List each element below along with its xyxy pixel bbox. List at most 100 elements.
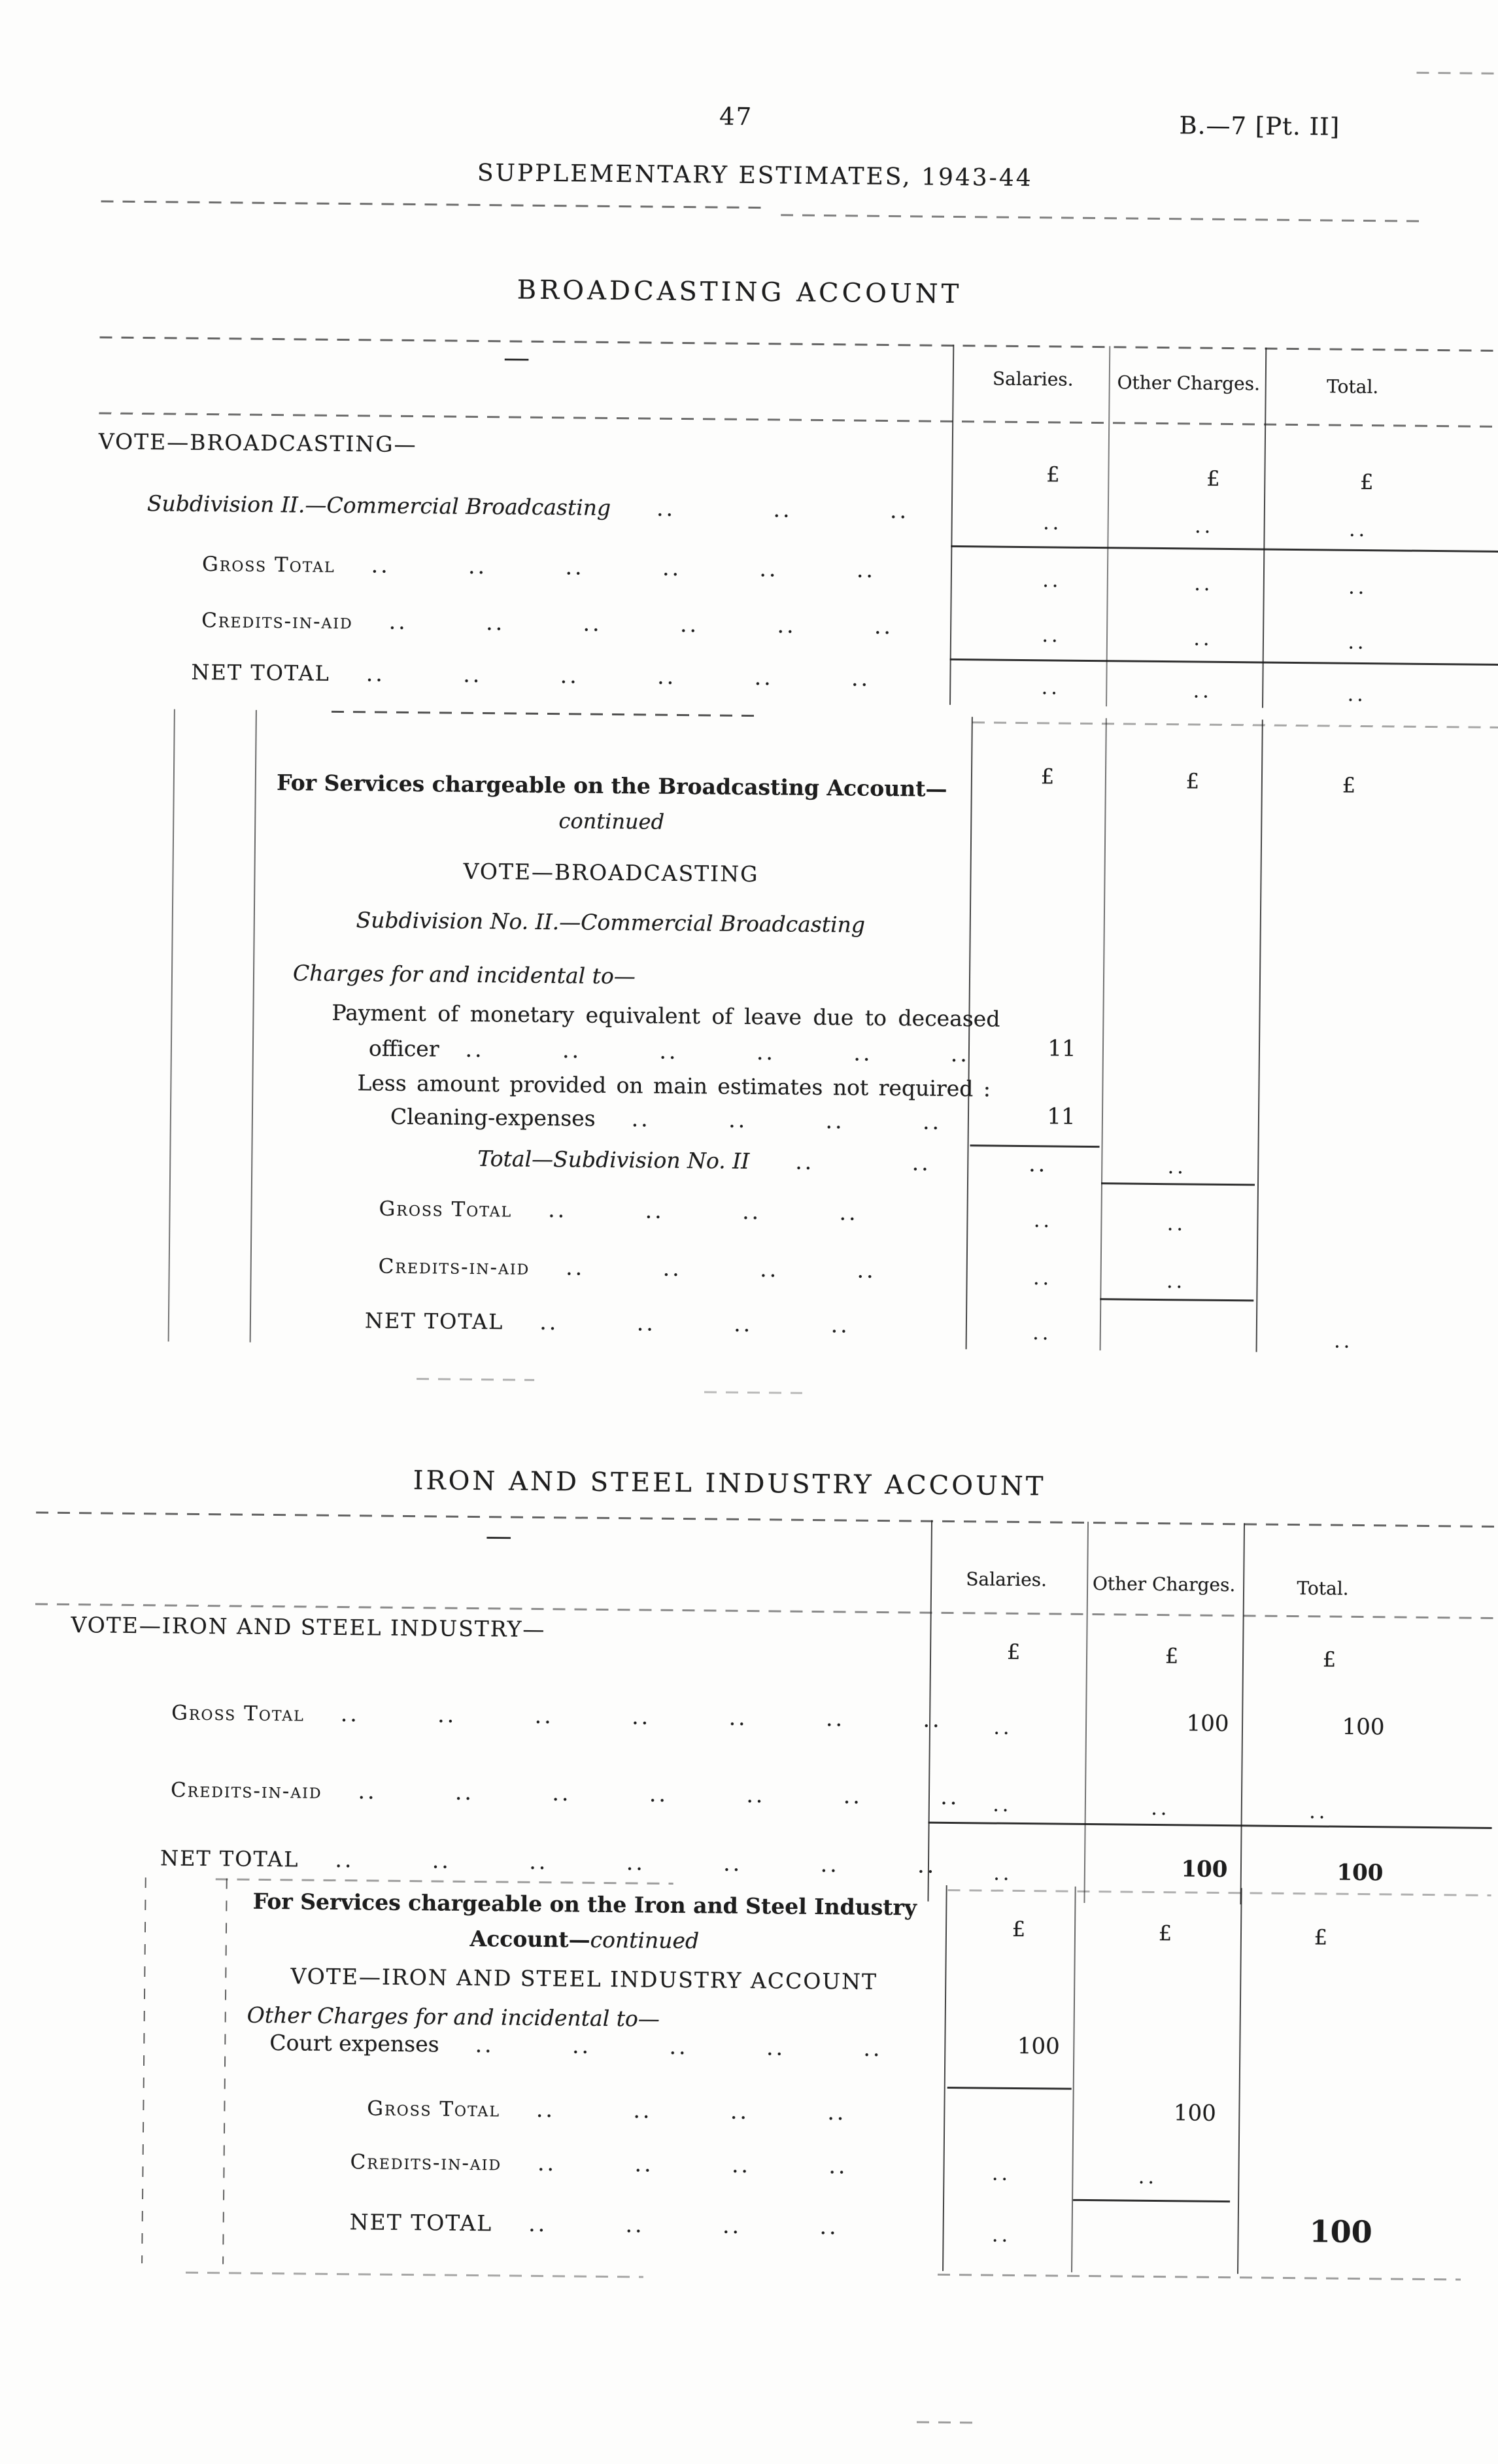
table1-col-header-other-charges: Other Charges. (1117, 371, 1261, 395)
table2-vline-3 (1240, 1523, 1246, 1905)
box1-vline-1 (965, 717, 973, 1350)
box2-credits-leaders: .. .. .. .. (537, 2149, 848, 2179)
table1-subdivision-total: .. (1348, 518, 1369, 542)
table1-dash-mark: — (503, 343, 530, 373)
box2-left-line-outer (141, 1877, 146, 2264)
box1-heading-continued: continued (558, 808, 665, 834)
table1-row-net: NET TOTAL .. .. .. .. .. .. (191, 660, 870, 691)
table2-credits-salaries: .. (993, 1793, 1012, 1817)
box1-item2-leaders: .. .. .. .. (631, 1106, 942, 1135)
table2-gross-leaders: .. .. .. .. .. .. .. (340, 1701, 942, 1732)
box2-credits-v1: .. (991, 2162, 1012, 2185)
box2-vline-3 (1237, 1888, 1242, 2274)
box2-gross-row: Gross Total .. .. .. .. (367, 2095, 846, 2125)
table1-sum-rule-2 (949, 658, 1498, 666)
box1-currency-col3: £ (1342, 772, 1356, 798)
box1-heading: For Services chargeable on the Broadcast… (276, 770, 947, 802)
table1-row-subdivision-leaders: .. .. .. (656, 495, 910, 524)
box2-currency-col3: £ (1314, 1925, 1328, 1950)
table1-vline-2 (1106, 346, 1111, 707)
table1-credits-salaries: .. (1042, 624, 1061, 647)
box1-currency-col1: £ (1040, 764, 1055, 789)
table2-gross-total: 100 (1342, 1713, 1385, 1741)
box1-charges-intro: Charges for and incidental to— (292, 960, 636, 989)
table1-row-subdivision: Subdivision II.—Commercial Broadcasting.… (146, 490, 910, 524)
table1-gross-label: Gross Total (201, 552, 335, 577)
box1-credits-row: Credits-in-aid .. .. .. .. (379, 1254, 876, 1284)
box1-left-line-outer (167, 709, 175, 1342)
table1-credits-leaders: .. .. .. .. .. .. (388, 608, 894, 640)
table1-vline-3 (1262, 347, 1267, 708)
table2-currency-other-charges: £ (1165, 1643, 1179, 1669)
box2-gross-v2: 100 (1173, 2100, 1217, 2127)
table2-credits-total: .. (1309, 1800, 1329, 1824)
box2-item1-value: 100 (1017, 2033, 1060, 2060)
table2-credits-other-charges: .. (1151, 1796, 1170, 1821)
table1-top-rule (99, 336, 1498, 352)
table2-net-total: 100 (1336, 1859, 1384, 1887)
box2-vline-1 (942, 1885, 947, 2271)
table2-row-net: NET TOTAL .. .. .. .. .. .. .. (160, 1845, 937, 1877)
box2-left-line-inner (222, 1878, 228, 2265)
box1-top-rule-left (331, 710, 763, 717)
table1-credits-total: .. (1348, 630, 1367, 655)
table2-currency-total: £ (1322, 1647, 1336, 1672)
box1-item1-value: 11 (1047, 1035, 1076, 1062)
table1-vline-1 (949, 344, 955, 705)
box2-currency-col2: £ (1158, 1921, 1172, 1946)
box1-subdivision-line: Subdivision No. II.—Commercial Broadcast… (356, 907, 866, 938)
table1-row-subdivision-label: Subdivision II.—Commercial Broadcasting (146, 490, 611, 521)
table1-net-leaders: .. .. .. .. .. .. (366, 660, 871, 691)
box2-sum-rule-col2 (1073, 2199, 1231, 2203)
table2-credits-leaders: .. .. .. .. .. .. .. (358, 1778, 960, 1810)
box2-top-rule-right (947, 1889, 1491, 1896)
table2-vline-2 (1083, 1521, 1089, 1903)
table1-col-header-salaries: Salaries. (992, 368, 1074, 390)
table1-row-gross: Gross Total .. .. .. .. .. .. (202, 551, 876, 583)
table1-gross-salaries: .. (1042, 569, 1062, 592)
box1-gross-v1: .. (1033, 1209, 1053, 1233)
doc-heading: SUPPLEMENTARY ESTIMATES, 1943-44 (477, 159, 1033, 192)
header-rule-left (101, 200, 768, 209)
table1-currency-other-charges: £ (1206, 466, 1220, 491)
box1-net-v1: .. (1032, 1322, 1052, 1345)
scan-artifact-bottom (916, 2421, 976, 2424)
box2-net-leaders: .. .. .. .. (528, 2210, 839, 2240)
box2-credits-label: Credits-in-aid (350, 2150, 502, 2176)
box2-heading-line2: Account—continued (469, 1926, 699, 1953)
table1-net-salaries: .. (1041, 676, 1061, 700)
table1-subdivision-salaries: .. (1042, 511, 1063, 535)
table2-currency-salaries: £ (1006, 1639, 1021, 1665)
box2-currency-col1: £ (1012, 1916, 1026, 1942)
box1-left-line-inner (249, 710, 257, 1343)
broadcasting-title: BROADCASTING ACCOUNT (517, 275, 962, 310)
box2-item1-line: Court expenses .. .. .. .. .. (269, 2030, 883, 2061)
table1-currency-salaries: £ (1046, 462, 1060, 487)
table1-net-total: .. (1347, 683, 1367, 707)
box1-item1-line2: officer .. .. .. .. .. .. (369, 1035, 970, 1067)
box2-credits-row: Credits-in-aid .. .. .. .. (350, 2149, 847, 2179)
box1-top-rule-right (972, 721, 1498, 729)
box1-item1-line1: Payment of monetary equivalent of leave … (332, 999, 1000, 1032)
page-number: 47 (719, 102, 753, 131)
table1-row-credits: Credits-in-aid .. .. .. .. .. .. (201, 607, 893, 640)
box1-item1-leaders: .. .. .. .. .. .. (465, 1036, 970, 1067)
box2-vline-2 (1071, 1886, 1076, 2272)
table2-net-salaries: .. (993, 1862, 1013, 1885)
table1-col-header-total: Total. (1326, 375, 1379, 398)
box1-net-row: NET TOTAL .. .. .. .. (365, 1308, 850, 1337)
box2-bottom-rule-left (185, 2271, 643, 2278)
box1-credits-v2: .. (1166, 1270, 1186, 1293)
box1-item2-value: 11 (1047, 1103, 1076, 1130)
scan-artifact-mid1 (417, 1378, 535, 1381)
table1-vote-line: VOTE—BROADCASTING— (98, 428, 417, 458)
box1-addition-rule-col1 (970, 1144, 1100, 1148)
table1-currency-total: £ (1359, 469, 1374, 495)
table2-vote-line: VOTE—IRON AND STEEL INDUSTRY— (71, 1612, 546, 1643)
box1-sum-rule-col2b (1100, 1298, 1254, 1302)
box2-credits-v2: .. (1138, 2165, 1158, 2189)
box2-net-v1: .. (991, 2223, 1012, 2247)
box1-credits-label: Credits-in-aid (378, 1254, 530, 1280)
box1-net-leaders: .. .. .. .. (539, 1309, 850, 1338)
